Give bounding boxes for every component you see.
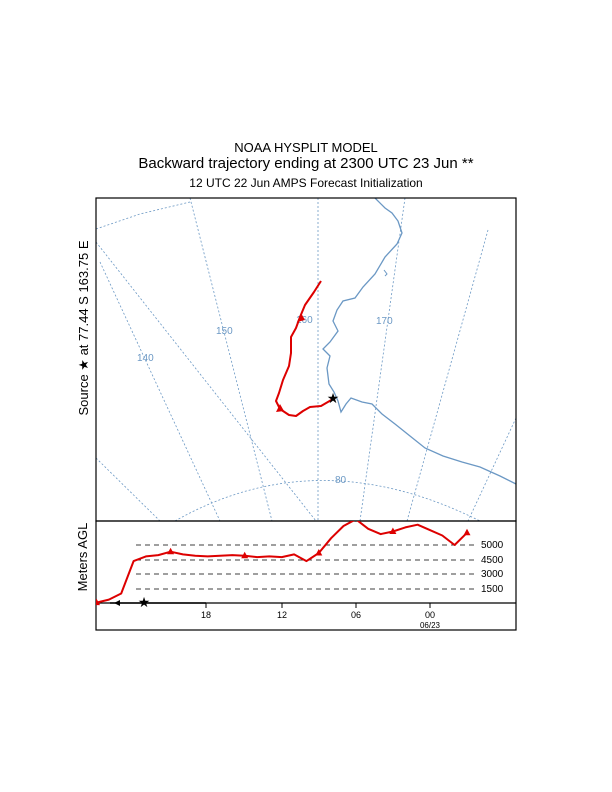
latitude-label: 80 [335, 475, 347, 486]
map-panel: 140 150 160 170 80 ★ Source ★ at 77.44 S… [76, 197, 517, 522]
profile-panel: 5000 4500 3000 1500 18 12 06 00 06/23 Me… [75, 520, 517, 631]
meridian-line [96, 457, 161, 521]
latitude-circle [96, 201, 191, 230]
date-label: 06/23 [420, 621, 441, 630]
trajectory-description: Backward trajectory ending at 2300 UTC 2… [138, 155, 474, 172]
time-tick-label: 06 [351, 610, 361, 620]
time-tick-label: 18 [201, 610, 211, 620]
latitude-circle [174, 480, 481, 521]
height-profile-line [96, 521, 468, 604]
trajectory-marker [276, 404, 284, 412]
map-graticule [96, 198, 516, 521]
meridian-line [359, 198, 406, 521]
height-level-label: 4500 [481, 555, 504, 566]
meridian-line [99, 261, 221, 521]
time-tick-label: 00 [425, 610, 435, 620]
model-title: NOAA HYSPLIT MODEL [234, 140, 378, 155]
height-profile-marker [315, 549, 323, 556]
height-profile-marker [463, 528, 471, 536]
time-tick-label: 12 [277, 610, 287, 620]
source-star-icon: ★ [327, 390, 340, 406]
meridian-line [189, 198, 273, 521]
initialization-info: 12 UTC 22 Jun AMPS Forecast Initializati… [189, 176, 423, 190]
meridian-label: 160 [296, 315, 313, 326]
height-profile-marker [167, 547, 175, 555]
meridian-label: 150 [216, 326, 233, 337]
coastline [322, 198, 516, 485]
meridian-line [467, 417, 516, 521]
profile-frame [95, 520, 517, 631]
source-location-label: Source ★ at 77.44 S 163.75 E [76, 240, 91, 415]
profile-source-star-icon: ★ [138, 594, 151, 610]
height-profile-marker [96, 598, 100, 606]
profile-y-label: Meters AGL [75, 523, 90, 592]
height-level-label: 3000 [481, 569, 504, 580]
island-outline [383, 269, 388, 277]
meridian-line [96, 241, 317, 521]
height-level-label: 5000 [481, 540, 504, 551]
map-frame [95, 197, 517, 522]
meridian-label: 170 [376, 316, 393, 327]
meridian-line [406, 229, 489, 521]
height-level-label: 1500 [481, 584, 504, 595]
trajectory-path [275, 280, 334, 417]
height-profile-marker [389, 527, 397, 534]
height-profile-markers [96, 527, 471, 606]
meridian-label: 140 [137, 353, 154, 364]
trajectory-marker [297, 313, 305, 322]
profile-start-arrow [114, 600, 120, 606]
height-profile-marker [241, 551, 249, 559]
